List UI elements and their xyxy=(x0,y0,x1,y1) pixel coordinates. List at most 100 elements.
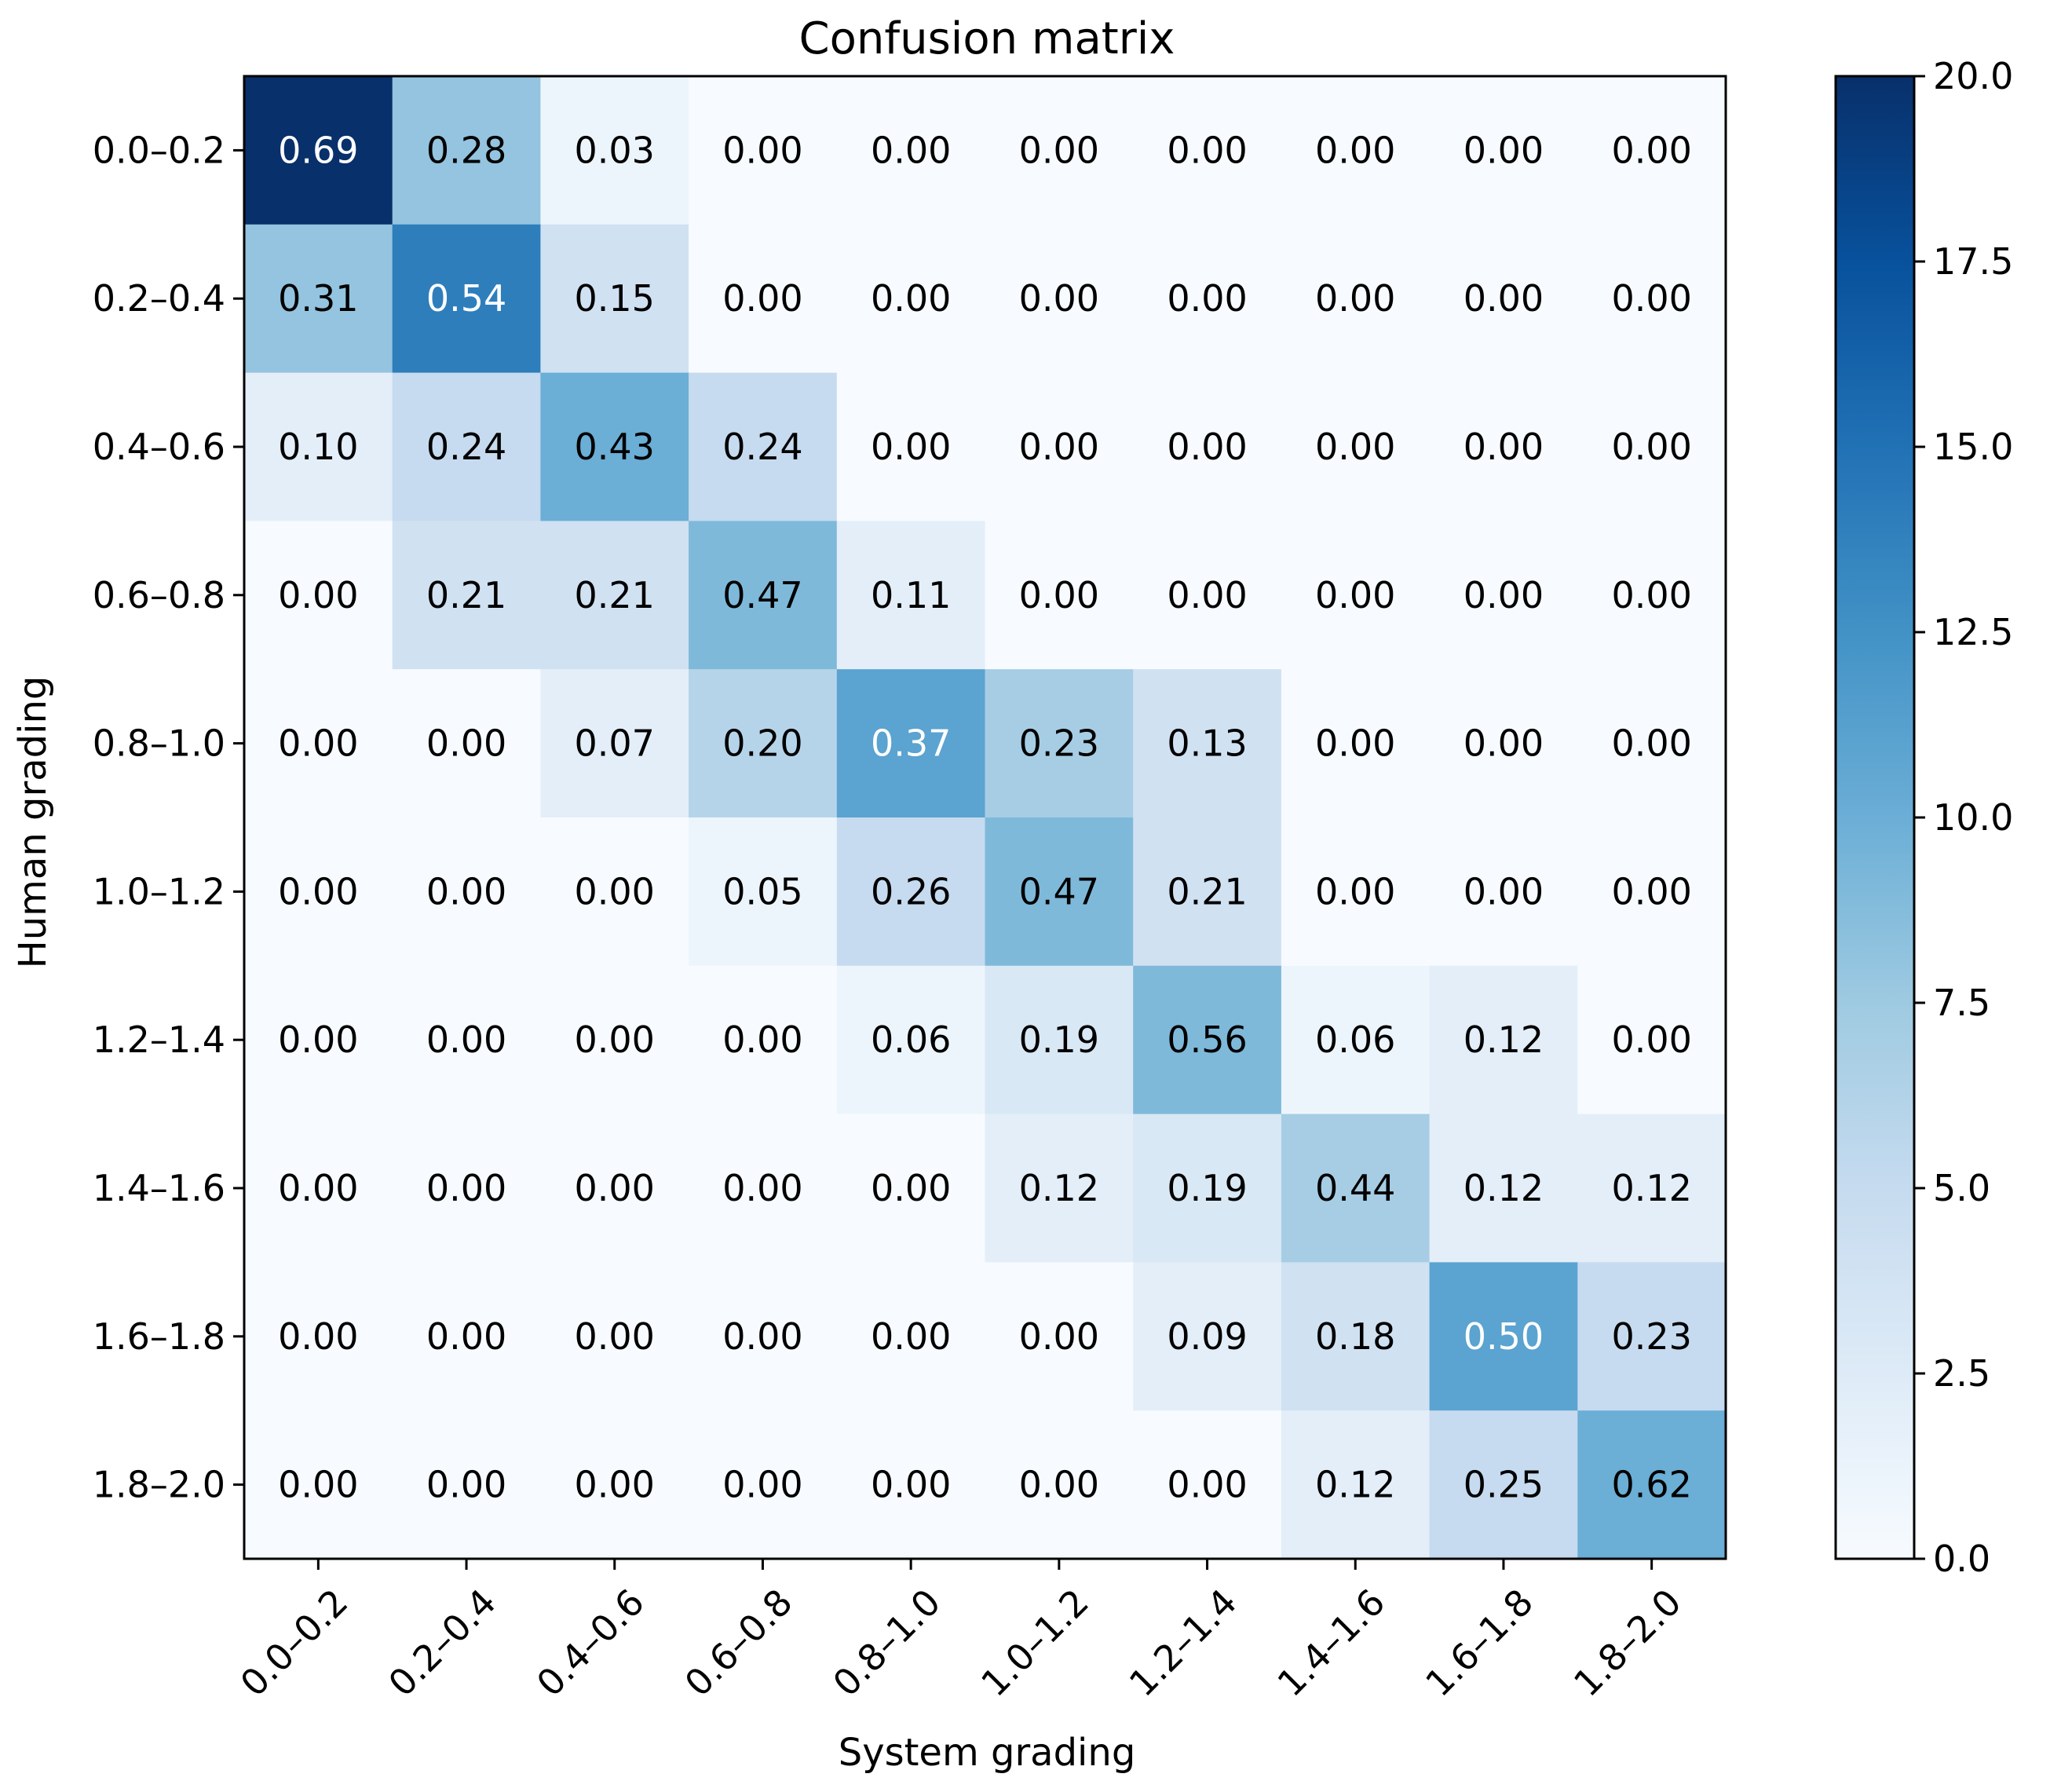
cell-value-label: 0.50 xyxy=(1464,1315,1544,1358)
heatmap-cell xyxy=(1429,224,1578,374)
heatmap-cell xyxy=(244,1114,393,1263)
cell-value-label: 0.00 xyxy=(1019,277,1099,320)
cell-value-label: 0.23 xyxy=(1019,722,1099,765)
heatmap-cell xyxy=(689,965,838,1115)
cell-value-label: 0.06 xyxy=(1315,1019,1395,1061)
cell-value-label: 0.12 xyxy=(1464,1167,1544,1209)
cell-value-label: 0.25 xyxy=(1464,1464,1544,1506)
colorbar-tick-label: 7.5 xyxy=(1933,982,1990,1024)
cell-value-label: 0.00 xyxy=(1315,722,1395,765)
heatmap-cell xyxy=(689,1262,838,1411)
cell-value-label: 0.47 xyxy=(1019,870,1099,912)
cell-value-label: 0.43 xyxy=(575,426,655,468)
heatmap-cell xyxy=(1281,372,1431,521)
heatmap-cell xyxy=(244,1410,393,1560)
chart-title: Confusion matrix xyxy=(799,13,1175,64)
y-tick-label: 0.2–0.4 xyxy=(93,277,225,320)
heatmap-cell xyxy=(985,1410,1134,1560)
cell-value-label: 0.37 xyxy=(871,722,951,765)
x-tick-label: 0.2–0.4 xyxy=(380,1581,504,1705)
heatmap-cell xyxy=(985,372,1134,521)
heatmap-cell xyxy=(244,1262,393,1411)
cell-value-label: 0.24 xyxy=(426,426,506,468)
y-axis-ticks: 0.0–0.2 0.2–0.4 0.4–0.6 0.6–0.8 0.8–1.0 1.0–1… xyxy=(93,129,244,1506)
heatmap-cell xyxy=(244,521,393,670)
heatmap-cell xyxy=(1429,372,1578,521)
colorbar-tick-label: 15.0 xyxy=(1933,426,2013,468)
heatmap-cell xyxy=(244,76,393,225)
y-tick-label: 0.0–0.2 xyxy=(93,129,225,171)
heatmap-cell xyxy=(1281,1114,1431,1263)
heatmap-cell xyxy=(1133,521,1282,670)
cell-value-label: 0.00 xyxy=(722,129,802,171)
cell-value-label: 0.00 xyxy=(1464,870,1544,912)
heatmap-cell xyxy=(392,76,541,225)
y-tick-label: 1.6–1.8 xyxy=(93,1315,225,1358)
y-tick-label: 1.0–1.2 xyxy=(93,870,225,912)
heatmap-cell xyxy=(985,965,1134,1115)
heatmap-cell xyxy=(540,1410,689,1560)
heatmap-cell xyxy=(1429,669,1578,818)
cell-value-label: 0.00 xyxy=(1611,129,1691,171)
heatmap-cell xyxy=(1281,521,1431,670)
heatmap-cell xyxy=(689,76,838,225)
cell-value-label: 0.21 xyxy=(575,574,655,616)
y-tick-label: 0.4–0.6 xyxy=(93,426,225,468)
heatmap-cell xyxy=(1281,76,1431,225)
cell-value-label: 0.00 xyxy=(426,870,506,912)
cell-value-label: 0.00 xyxy=(1611,277,1691,320)
cell-value-label: 0.00 xyxy=(1464,574,1544,616)
cell-value-label: 0.31 xyxy=(278,277,358,320)
x-tick-label: 0.4–0.6 xyxy=(528,1581,652,1705)
heatmap-cell xyxy=(1133,1262,1282,1411)
cell-value-label: 0.00 xyxy=(278,1167,358,1209)
cell-value-label: 0.00 xyxy=(278,1315,358,1358)
cell-value-label: 0.00 xyxy=(1315,277,1395,320)
heatmap-cell xyxy=(244,817,393,967)
heatmap-cell xyxy=(540,1114,689,1263)
cell-value-label: 0.00 xyxy=(1464,426,1544,468)
heatmap-cell xyxy=(836,372,986,521)
heatmap-cell xyxy=(985,817,1134,967)
cell-value-label: 0.00 xyxy=(426,1315,506,1358)
colorbar-tick-label: 17.5 xyxy=(1933,240,2013,283)
cell-value-label: 0.23 xyxy=(1611,1315,1691,1358)
cell-value-label: 0.10 xyxy=(278,426,358,468)
cell-value-label: 0.00 xyxy=(575,1167,655,1209)
heatmap-cell xyxy=(1281,669,1431,818)
cell-value-label: 0.00 xyxy=(278,1464,358,1506)
heatmap-cell xyxy=(244,669,393,818)
x-axis-ticks: 0.0–0.2 0.2–0.4 0.4–0.6 0.6–0.8 0.8–1.0 1.0–1… xyxy=(232,1559,1690,1705)
cell-value-label: 0.00 xyxy=(871,277,951,320)
cell-value-label: 0.00 xyxy=(575,1315,655,1358)
cell-value-label: 0.62 xyxy=(1611,1464,1691,1506)
cell-value-label: 0.12 xyxy=(1464,1019,1544,1061)
heatmap-cell xyxy=(1429,521,1578,670)
cell-value-label: 0.20 xyxy=(722,722,802,765)
cell-value-label: 0.00 xyxy=(426,1167,506,1209)
cell-value-label: 0.00 xyxy=(871,1464,951,1506)
heatmap-cell xyxy=(836,521,986,670)
cell-value-label: 0.24 xyxy=(722,426,802,468)
heatmap-cell xyxy=(689,224,838,374)
heatmap-cell xyxy=(392,965,541,1115)
x-tick-label: 0.0–0.2 xyxy=(232,1581,356,1705)
heatmap-cell xyxy=(540,76,689,225)
cell-value-label: 0.00 xyxy=(575,870,655,912)
cell-value-label: 0.00 xyxy=(1167,1464,1247,1506)
x-tick-label: 0.8–1.0 xyxy=(824,1581,948,1705)
heatmap-cell xyxy=(1133,76,1282,225)
cell-value-label: 0.00 xyxy=(1315,129,1395,171)
heatmap-cell xyxy=(1577,372,1727,521)
heatmap-cell xyxy=(244,224,393,374)
cell-value-label: 0.28 xyxy=(426,129,506,171)
heatmap-cell xyxy=(1429,965,1578,1115)
cell-value-label: 0.06 xyxy=(871,1019,951,1061)
cell-value-label: 0.54 xyxy=(426,277,506,320)
heatmap-cell xyxy=(1133,817,1282,967)
heatmap-cell xyxy=(540,965,689,1115)
heatmap-cell xyxy=(689,669,838,818)
heatmap-cell xyxy=(392,372,541,521)
cell-value-label: 0.00 xyxy=(1019,426,1099,468)
cell-value-label: 0.13 xyxy=(1167,722,1247,765)
